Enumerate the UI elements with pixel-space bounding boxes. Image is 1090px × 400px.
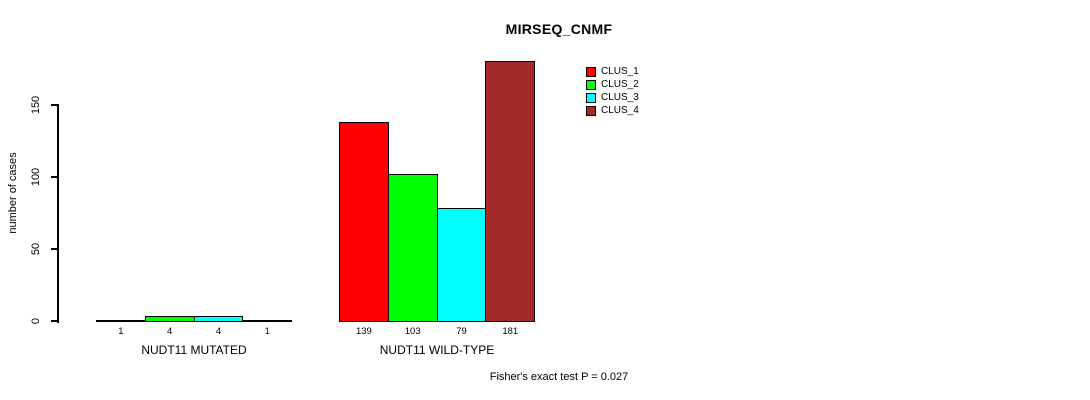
bar-value-label-clus_2-group-1: 4 xyxy=(167,326,173,337)
y-tick-mark-50 xyxy=(51,248,58,250)
legend-swatch-clus_3 xyxy=(586,92,596,103)
legend-label-clus_1: CLUS_1 xyxy=(601,66,639,77)
group-label-nudt11-wild-type: NUDT11 WILD-TYPE xyxy=(379,343,495,357)
bar-value-label-clus_4-group-1: 1 xyxy=(264,326,270,337)
y-tick-label-100: 100 xyxy=(30,167,42,187)
bar-clus_2-group-1 xyxy=(144,316,195,322)
fishers-test-annotation: Fisher's exact test P = 0.027 xyxy=(489,371,629,383)
legend-label-clus_3: CLUS_3 xyxy=(601,92,639,103)
bar-value-label-clus_3-group-1: 4 xyxy=(215,326,222,337)
legend-row-clus_3: CLUS_3 xyxy=(586,91,639,104)
bar-value-label-clus_4-group-2: 181 xyxy=(502,326,519,337)
bar-value-label-clus_1-group-2: 139 xyxy=(355,326,372,337)
y-tick-label-50: 50 xyxy=(30,242,42,256)
y-axis-label: number of cases xyxy=(7,152,19,234)
group-label-nudt11-mutated: NUDT11 MUTATED xyxy=(141,343,247,357)
legend-label-clus_4: CLUS_4 xyxy=(601,105,639,116)
bar-value-label-clus_1-group-1: 1 xyxy=(118,326,124,337)
y-tick-mark-0 xyxy=(51,320,58,322)
bar-clus_4-group-2 xyxy=(485,61,536,322)
bar-value-label-clus_2-group-2: 103 xyxy=(404,326,421,337)
y-tick-label-150: 150 xyxy=(30,95,42,115)
legend-row-clus_4: CLUS_4 xyxy=(586,104,639,117)
legend-swatch-clus_4 xyxy=(586,105,596,116)
chart-title: MIRSEQ_CNMF xyxy=(505,21,613,37)
legend: CLUS_1 CLUS_2 CLUS_3 CLUS_4 xyxy=(586,65,639,117)
legend-swatch-clus_1 xyxy=(586,66,596,77)
bar-clus_2-group-2 xyxy=(387,173,438,322)
bar-clus_4-group-1 xyxy=(242,320,293,322)
y-tick-mark-150 xyxy=(51,104,58,106)
bar-clus_1-group-2 xyxy=(339,121,389,322)
y-tick-label-0: 0 xyxy=(30,317,42,325)
legend-row-clus_2: CLUS_2 xyxy=(586,78,639,91)
legend-label-clus_2: CLUS_2 xyxy=(601,79,639,90)
bar-clus_3-group-1 xyxy=(193,316,244,322)
legend-row-clus_1: CLUS_1 xyxy=(586,65,639,78)
y-axis-line xyxy=(57,104,59,323)
bar-value-label-clus_3-group-2: 79 xyxy=(456,326,467,337)
bar-clus_3-group-2 xyxy=(436,208,487,322)
bar-clus_1-group-1 xyxy=(96,320,146,322)
y-tick-mark-100 xyxy=(51,176,58,178)
legend-swatch-clus_2 xyxy=(586,79,596,90)
